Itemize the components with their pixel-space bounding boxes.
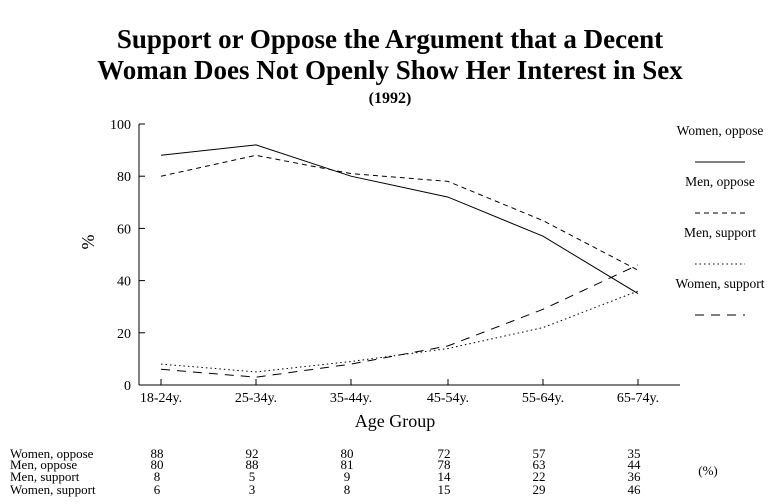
y-tick-label: 0 — [124, 379, 131, 394]
series-line-3 — [160, 290, 639, 373]
table-cell: 8 — [154, 469, 161, 484]
y-tick-label: 60 — [117, 222, 131, 237]
x-tick-label: 55-64y. — [522, 391, 564, 406]
table-cell: 80 — [151, 457, 164, 472]
series-line-4 — [160, 264, 639, 378]
table-cell: 15 — [438, 482, 451, 497]
table-cell: 36 — [628, 469, 642, 484]
y-tick-label: 80 — [117, 170, 131, 185]
legend-label: Men, oppose — [685, 174, 755, 189]
table-cell: 5 — [249, 469, 256, 484]
x-axis-ticks: 18-24y. 25-34y. 35-44y. 45-54y. 55-64y. 65-74… — [140, 379, 659, 406]
legend-label: Women, support — [676, 276, 765, 291]
x-tick-label: 25-34y. — [235, 391, 277, 406]
series-lines — [160, 144, 639, 378]
y-tick-label: 40 — [117, 275, 131, 290]
table-cell: 44 — [628, 457, 642, 472]
table-cell: 88 — [246, 457, 259, 472]
y-axis-label: % — [78, 235, 98, 250]
table-row-label: Men, support — [10, 469, 80, 484]
chart-subtitle: (1992) — [369, 90, 412, 107]
table-cell: 63 — [533, 457, 546, 472]
table-cell: 80 — [341, 446, 354, 461]
table-cell: 14 — [438, 469, 452, 484]
table-cell: 6 — [154, 482, 161, 497]
table-cell: 3 — [249, 482, 256, 497]
table-cell: 46 — [628, 482, 642, 497]
table-cell: 92 — [246, 446, 259, 461]
chart-title-line-1: Support or Oppose the Argument that a De… — [117, 24, 663, 54]
y-axis-ticks: 0 20 40 60 80 100 — [110, 118, 145, 394]
x-axis-label: Age Group — [355, 411, 435, 431]
table-row-label: Men, oppose — [10, 457, 77, 472]
y-tick-label: 100 — [110, 118, 131, 133]
table-cell: 72 — [438, 446, 451, 461]
table-row-label: Women, support — [10, 482, 96, 497]
table-cell: 8 — [344, 482, 351, 497]
y-tick-label: 20 — [117, 327, 131, 342]
x-tick-label: 18-24y. — [140, 391, 182, 406]
x-tick-label: 65-74y. — [617, 391, 659, 406]
series-line-2 — [160, 154, 639, 271]
legend-label: Men, support — [684, 225, 756, 240]
table-cell: 22 — [533, 469, 546, 484]
legend: Women, oppose Men, oppose Men, support Wome… — [676, 123, 765, 316]
table-cell: 88 — [151, 446, 164, 461]
x-tick-label: 45-54y. — [427, 391, 469, 406]
chart-axes — [138, 124, 680, 386]
table-cell: 29 — [533, 482, 546, 497]
table-cell: 35 — [628, 446, 641, 461]
table-cell: 81 — [341, 457, 354, 472]
table-cell: 9 — [344, 469, 351, 484]
table-unit-label: (%) — [698, 463, 718, 478]
table-row-label: Women, oppose — [10, 446, 94, 461]
table-cell: 78 — [438, 457, 451, 472]
table-cell: 57 — [533, 446, 547, 461]
series-line-1 — [160, 144, 639, 295]
x-tick-label: 35-44y. — [330, 391, 372, 406]
legend-label: Women, oppose — [677, 123, 764, 138]
chart-title-line-2: Woman Does Not Openly Show Her Interest … — [97, 55, 683, 85]
